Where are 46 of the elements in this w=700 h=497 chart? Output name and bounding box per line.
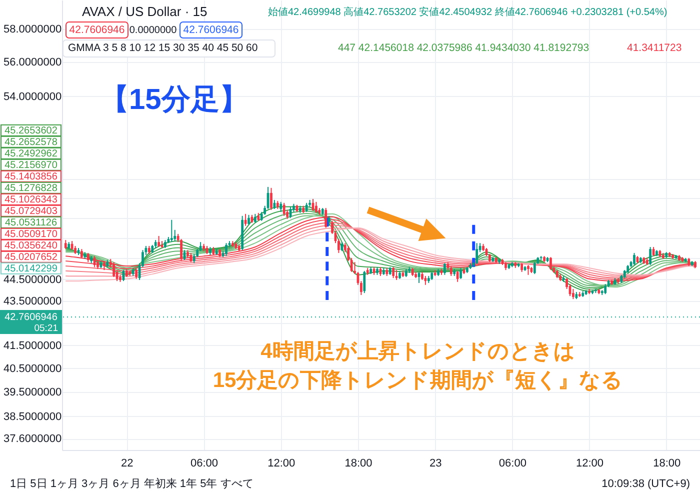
annotation: 42.7606946 bbox=[69, 24, 125, 36]
annotation: 0.0000000 bbox=[129, 25, 178, 36]
x-tick-label: 18:00 bbox=[653, 458, 681, 470]
y-tick-label: 43.5000000 bbox=[4, 295, 62, 308]
x-tick-label: 06:00 bbox=[498, 458, 526, 470]
y-tick-label: 37.6000000 bbox=[4, 433, 62, 446]
annotation: 42.7606946 bbox=[183, 24, 239, 36]
text: 45.2652578 bbox=[4, 136, 58, 148]
x-tick-label: 12:00 bbox=[576, 458, 604, 470]
text: 45.2653602 bbox=[4, 125, 58, 136]
y-tick-label: 56.0000000 bbox=[4, 56, 62, 69]
text: 45.0729403 bbox=[4, 206, 58, 217]
text: 05:21 bbox=[34, 323, 58, 334]
x-tick-label: 06:00 bbox=[190, 458, 218, 470]
y-tick-label: 58.0000000 bbox=[4, 23, 62, 36]
annotation: 41.3411723 bbox=[627, 42, 682, 54]
text: 45.0142299 bbox=[4, 263, 58, 274]
text: 45.1403856 bbox=[4, 171, 58, 182]
y-tick-label: 41.5000000 bbox=[4, 340, 62, 352]
text: 45.0207652 bbox=[4, 252, 58, 263]
x-tick-label: 23 bbox=[429, 458, 442, 470]
chart-title: AVAX / US Dollar · 15 bbox=[82, 4, 208, 19]
y-tick-label: 40.5000000 bbox=[4, 362, 62, 375]
x-tick-label: 12:00 bbox=[268, 458, 296, 470]
y-tick-label: 39.5000000 bbox=[4, 386, 62, 399]
text: 始値42.4699948 高値42.7653202 安値42.4504932 終値42.7606946 +0.2303281 (+0.54%) bbox=[268, 6, 668, 18]
annotation: 4時間足が上昇トレンドのときは bbox=[260, 340, 576, 363]
text: 45.1026343 bbox=[4, 194, 58, 206]
text: 10:09:38 (UTC+9) bbox=[602, 478, 690, 490]
y-tick-label: 54.0000000 bbox=[4, 90, 62, 103]
annotation: GMMA 3 5 8 10 12 15 30 35 40 45 50 60 bbox=[68, 42, 258, 54]
ref-line-label: 42.7606946 bbox=[4, 312, 58, 324]
text: 45.1276828 bbox=[4, 182, 58, 194]
text: 45.0356240 bbox=[4, 240, 58, 252]
y-tick-label: 38.5000000 bbox=[4, 410, 62, 423]
y-tick-label: 44.5000000 bbox=[4, 274, 62, 286]
annotation: 15分足の下降トレンド期間が『短く』なる bbox=[212, 369, 624, 392]
text: 1日 5日 1ヶ月 3ヶ月 6ヶ月 年初来 1年 5年 すべて bbox=[10, 477, 254, 490]
x-tick-label: 18:00 bbox=[344, 458, 372, 470]
text: 45.2156970 bbox=[4, 160, 58, 171]
annotation: 447 42.1456018 42.0375986 41.9434030 41.8192793 bbox=[338, 42, 590, 54]
text: 45.0509170 bbox=[4, 228, 58, 240]
text: 45.2492962 bbox=[4, 148, 58, 160]
annotation: 【15分足】 bbox=[100, 84, 248, 116]
x-tick-label: 22 bbox=[121, 458, 134, 470]
text: 45.0531126 bbox=[4, 217, 58, 228]
